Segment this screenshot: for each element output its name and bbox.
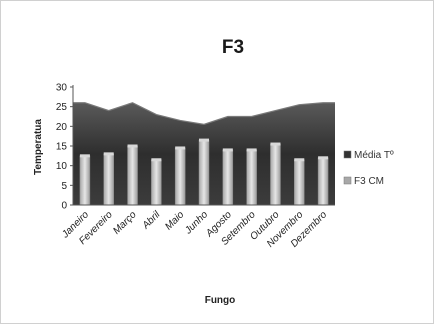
bar-dezembro — [317, 157, 329, 206]
x-axis-label: Fungo — [205, 295, 236, 306]
bar-cap — [294, 158, 305, 162]
x-tick-label: Abril — [140, 209, 163, 232]
bar-maio — [174, 147, 186, 206]
bar-agosto — [222, 149, 234, 206]
y-axis-label: Temperatua — [33, 119, 44, 175]
legend: Média Tº F3 CM — [343, 150, 394, 187]
bar-cap — [175, 146, 186, 150]
bar-novembro — [294, 159, 305, 206]
bar-cap — [198, 138, 210, 142]
legend-label: F3 CM — [354, 176, 384, 187]
y-tick-label: 20 — [56, 122, 68, 133]
bar-abril — [151, 159, 162, 206]
bar-janeiro — [79, 155, 91, 206]
y-tick-label: 10 — [56, 161, 68, 172]
x-tick-label: Março — [111, 209, 139, 237]
legend-swatch — [343, 150, 352, 159]
bar-cap — [246, 148, 257, 152]
bar-cap — [127, 144, 138, 148]
y-tick-label: 25 — [56, 102, 68, 113]
bar-cap — [103, 152, 114, 156]
y-tick-label: 5 — [61, 181, 67, 192]
bar-fevereiro — [103, 153, 114, 206]
bar-cap — [151, 158, 162, 162]
bar-cap — [318, 156, 329, 160]
bar-junho — [198, 139, 210, 206]
bar-cap — [270, 142, 281, 146]
legend-swatch — [343, 176, 352, 185]
y-tick-label: 30 — [56, 83, 68, 94]
area-series-edge — [73, 102, 335, 125]
y-tick-label: 0 — [61, 201, 67, 212]
y-tick-label: 15 — [56, 142, 68, 153]
bar-setembro — [246, 149, 257, 206]
chart-title: F3 — [222, 37, 244, 58]
bar-cap — [222, 148, 233, 152]
bar-outubro — [270, 143, 281, 206]
legend-label: Média Tº — [354, 150, 394, 161]
bar-cap — [79, 154, 90, 158]
bar-março — [127, 145, 138, 206]
